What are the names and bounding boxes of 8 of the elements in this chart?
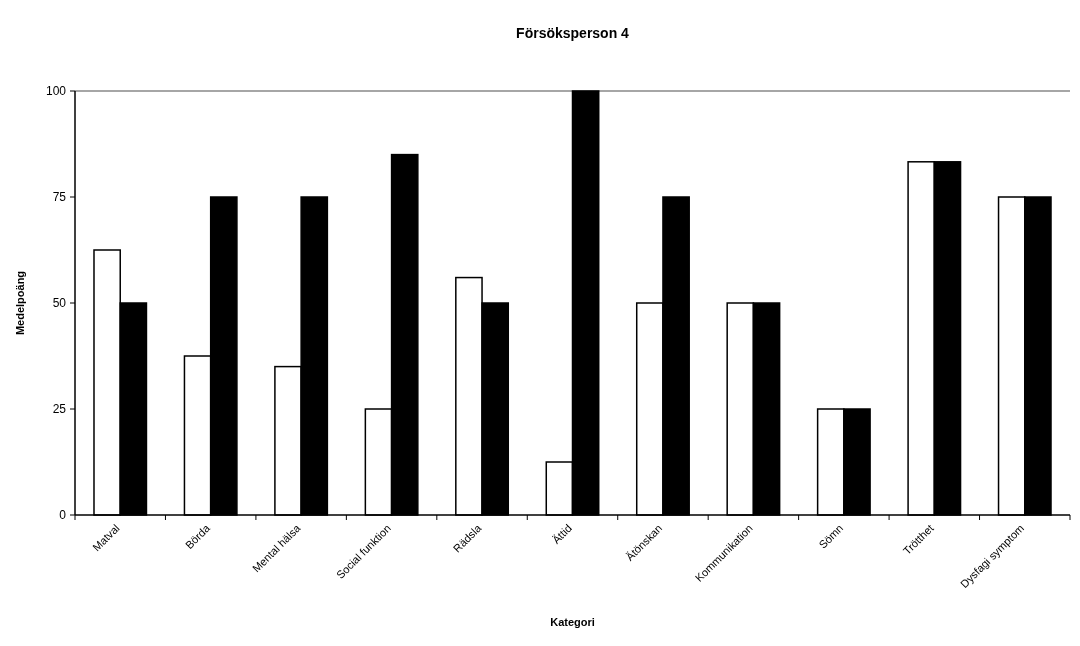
y-tick-label: 0 [59,508,67,523]
y-tick-label: 75 [52,190,67,205]
y-tick-label: 50 [52,296,67,311]
x-axis-title: Kategori [550,616,595,628]
y-tick-label: 100 [45,84,67,99]
y-axis-title: Medelpoäng [14,270,26,336]
y-tick-label: 25 [52,402,67,417]
chart-title: Försöksperson 4 [516,25,630,41]
